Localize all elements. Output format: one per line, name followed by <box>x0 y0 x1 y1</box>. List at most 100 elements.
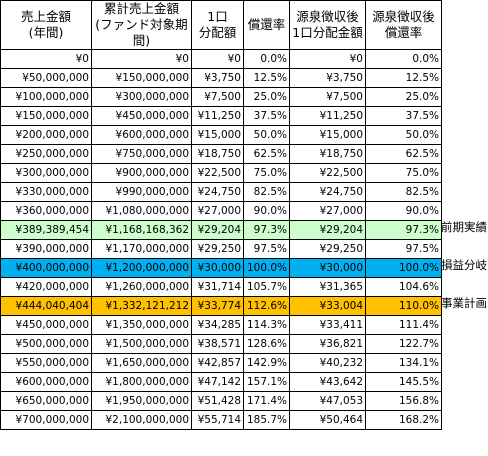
table-cell: ¥24,750 <box>191 182 244 202</box>
table-row: ¥360,000,000 ¥1,080,000,000 ¥27,000 90.0% ¥2… <box>0 201 442 221</box>
table-cell: 97.3% <box>243 220 290 240</box>
table-cell: ¥300,000,000 <box>0 163 92 183</box>
table-cell: 82.5% <box>365 182 442 202</box>
column-header-line: 償還率 <box>247 17 286 32</box>
table-cell: ¥27,000 <box>191 201 244 221</box>
table-cell: 97.3% <box>365 220 442 240</box>
table-cell: ¥1,332,121,212 <box>91 296 192 316</box>
table-cell: ¥24,750 <box>289 182 366 202</box>
column-header: 償還率 <box>243 0 290 50</box>
table-cell: ¥650,000,000 <box>0 391 92 411</box>
table-cell: ¥47,142 <box>191 372 244 392</box>
table-row: ¥50,000,000 ¥150,000,000 ¥3,750 12.5% ¥3,750… <box>0 68 442 88</box>
table-cell: ¥1,200,000,000 <box>91 258 192 278</box>
table-cell: ¥900,000,000 <box>91 163 192 183</box>
distribution-table: 売上金額 (年間) 累計売上金額 (ファンド対象期間) 1口 分配額 償還率 源泉徴収後 1口分… <box>0 0 442 430</box>
table-cell: ¥330,000,000 <box>0 182 92 202</box>
table-row: ¥600,000,000 ¥1,800,000,000 ¥47,142 157.1% ¥… <box>0 372 442 392</box>
table-cell: 75.0% <box>243 163 290 183</box>
header-row: 売上金額 (年間) 累計売上金額 (ファンド対象期間) 1口 分配額 償還率 源泉徴収後 1口分… <box>0 0 442 50</box>
table-cell: ¥18,750 <box>289 144 366 164</box>
column-header-line: 1口分配金額 <box>292 25 363 40</box>
table-cell: ¥390,000,000 <box>0 239 92 259</box>
table-cell: ¥1,800,000,000 <box>91 372 192 392</box>
table-cell: ¥700,000,000 <box>0 410 92 430</box>
table-cell: ¥30,000 <box>191 258 244 278</box>
table-cell: 25.0% <box>365 87 442 107</box>
row-annotation-label: 前期実績 <box>441 220 487 234</box>
table-cell: ¥150,000,000 <box>0 106 92 126</box>
highlighted-row: ¥389,389,454 ¥1,168,168,362 ¥29,204 97.3% ¥2… <box>0 220 442 240</box>
table-cell: ¥200,000,000 <box>0 125 92 145</box>
table-cell: ¥43,642 <box>289 372 366 392</box>
table-cell: ¥550,000,000 <box>0 353 92 373</box>
table-cell: 142.9% <box>243 353 290 373</box>
table-cell: 112.6% <box>243 296 290 316</box>
table-cell: ¥29,204 <box>191 220 244 240</box>
column-header: 売上金額 (年間) <box>0 0 92 50</box>
table-cell: ¥40,232 <box>289 353 366 373</box>
table-cell: ¥0 <box>91 49 192 69</box>
table-cell: 62.5% <box>243 144 290 164</box>
table-row: ¥500,000,000 ¥1,500,000,000 ¥38,571 128.6% ¥… <box>0 334 442 354</box>
table-cell: ¥420,000,000 <box>0 277 92 297</box>
table-cell: ¥11,250 <box>289 106 366 126</box>
table-cell: ¥1,650,000,000 <box>91 353 192 373</box>
column-header-line: (ファンド対象期間) <box>95 17 188 48</box>
table-cell: ¥29,204 <box>289 220 366 240</box>
table-cell: 37.5% <box>243 106 290 126</box>
table-cell: 105.7% <box>243 277 290 297</box>
table-cell: 134.1% <box>365 353 442 373</box>
column-header-line: 源泉徴収後 <box>372 9 435 24</box>
table-cell: ¥7,500 <box>289 87 366 107</box>
table-row: ¥550,000,000 ¥1,650,000,000 ¥42,857 142.9% ¥… <box>0 353 442 373</box>
table-cell: ¥300,000,000 <box>91 87 192 107</box>
table-cell: 12.5% <box>243 68 290 88</box>
table-cell: ¥33,004 <box>289 296 366 316</box>
table-cell: ¥30,000 <box>289 258 366 278</box>
table-row: ¥330,000,000 ¥990,000,000 ¥24,750 82.5% ¥24,… <box>0 182 442 202</box>
highlighted-row: ¥444,040,404 ¥1,332,121,212 ¥33,774 112.6% ¥… <box>0 296 442 316</box>
table-cell: ¥50,000,000 <box>0 68 92 88</box>
table-cell: ¥1,080,000,000 <box>91 201 192 221</box>
highlighted-row: ¥400,000,000 ¥1,200,000,000 ¥30,000 100.0% ¥… <box>0 258 442 278</box>
column-header: 源泉徴収後 償還率 <box>365 0 442 50</box>
table-cell: 185.7% <box>243 410 290 430</box>
table-cell: ¥47,053 <box>289 391 366 411</box>
table-cell: ¥360,000,000 <box>0 201 92 221</box>
table-cell: 111.4% <box>365 315 442 335</box>
table-cell: ¥100,000,000 <box>0 87 92 107</box>
table-cell: ¥18,750 <box>191 144 244 164</box>
table-cell: ¥1,168,168,362 <box>91 220 192 240</box>
table-cell: ¥0 <box>289 49 366 69</box>
table-cell: ¥38,571 <box>191 334 244 354</box>
row-annotation-label: 事業計画 <box>441 296 487 310</box>
table-row: ¥150,000,000 ¥450,000,000 ¥11,250 37.5% ¥11,… <box>0 106 442 126</box>
table-cell: 171.4% <box>243 391 290 411</box>
table-cell: ¥1,500,000,000 <box>91 334 192 354</box>
table-cell: 122.7% <box>365 334 442 354</box>
table-cell: ¥11,250 <box>191 106 244 126</box>
column-header-line: 累計売上金額 <box>103 1 179 17</box>
table-cell: ¥450,000,000 <box>91 106 192 126</box>
table-cell: ¥36,821 <box>289 334 366 354</box>
column-header-line: 償還率 <box>384 25 423 40</box>
table-cell: ¥1,350,000,000 <box>91 315 192 335</box>
table-cell: ¥33,411 <box>289 315 366 335</box>
table-row: ¥100,000,000 ¥300,000,000 ¥7,500 25.0% ¥7,50… <box>0 87 442 107</box>
table-cell: ¥1,950,000,000 <box>91 391 192 411</box>
row-annotation-label: 損益分岐 <box>441 258 487 272</box>
table-cell: ¥3,750 <box>289 68 366 88</box>
table-cell: 114.3% <box>243 315 290 335</box>
table-cell: 157.1% <box>243 372 290 392</box>
table-cell: ¥2,100,000,000 <box>91 410 192 430</box>
table-cell: 0.0% <box>365 49 442 69</box>
table-cell: ¥51,428 <box>191 391 244 411</box>
table-cell: ¥400,000,000 <box>0 258 92 278</box>
table-cell: 62.5% <box>365 144 442 164</box>
table-cell: 90.0% <box>243 201 290 221</box>
table-row: ¥450,000,000 ¥1,350,000,000 ¥34,285 114.3% ¥… <box>0 315 442 335</box>
table-cell: ¥15,000 <box>289 125 366 145</box>
table-cell: 156.8% <box>365 391 442 411</box>
table-cell: ¥450,000,000 <box>0 315 92 335</box>
